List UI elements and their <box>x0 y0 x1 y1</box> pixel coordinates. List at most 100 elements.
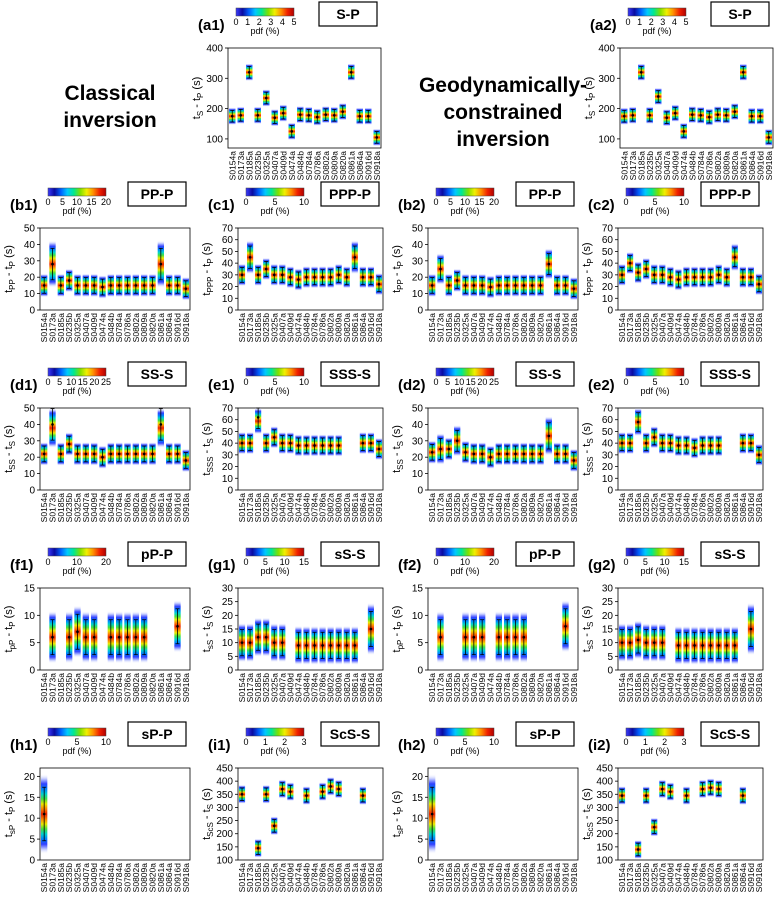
x-tick-label: S0407a <box>277 673 287 703</box>
x-tick-label: S0407a <box>270 151 280 181</box>
data-point <box>151 452 154 456</box>
x-tick-label: S0820a <box>536 863 546 893</box>
data-point <box>701 275 704 279</box>
data-point <box>644 441 648 445</box>
data-point <box>430 812 434 816</box>
x-tick-label: S0802a <box>706 493 716 523</box>
x-tick-label: S0325a <box>269 673 279 703</box>
x-tick-label: S0916d <box>561 493 571 523</box>
x-tick-label: S0864a <box>164 673 174 703</box>
colorbar-tick-label: 5 <box>60 197 65 207</box>
data-point <box>717 644 720 647</box>
data-point <box>42 284 46 287</box>
data-point <box>341 110 345 113</box>
phase-box <box>127 541 187 567</box>
x-tick-label: S0173a <box>625 673 635 703</box>
x-tick-label: S0809a <box>334 673 344 703</box>
data-point <box>717 444 720 447</box>
y-tick-label: 15 <box>412 584 424 595</box>
x-tick-label: S0918a <box>374 313 384 343</box>
x-tick-label: S0185a <box>253 673 263 703</box>
colorbar-tick-label: 2 <box>649 17 654 27</box>
data-point <box>313 644 316 647</box>
x-tick-label: S0786a <box>698 313 708 343</box>
data-point <box>117 635 121 639</box>
y-tick-label: 25 <box>602 597 614 608</box>
x-tick-label: S0918a <box>754 673 764 703</box>
data-point <box>305 644 308 647</box>
data-point <box>464 450 467 454</box>
x-tick-label: S0173a <box>628 151 638 181</box>
x-tick-label: S0861a <box>544 313 554 343</box>
data-point <box>439 267 442 271</box>
panel-h1: (h1) 0 5 10 pdf (%) sP-P 0 5 10 15 20 tsP - tP (s) S… <box>3 721 191 893</box>
y-tick-label: 10 <box>222 638 234 649</box>
x-tick-label: S0786a <box>123 313 133 343</box>
x-tick-label: S0235b <box>452 863 462 893</box>
data-point <box>480 635 484 639</box>
colorbar-label: pdf (%) <box>62 566 91 576</box>
x-tick-label: S0235b <box>64 863 74 893</box>
x-tick-label: S0802a <box>131 673 141 703</box>
phase-label: ScS-S <box>330 726 370 742</box>
data-point <box>480 452 484 456</box>
colorbar-tick-label: 10 <box>299 377 309 387</box>
phase-label: sP-P <box>529 726 560 742</box>
x-tick-label: S0409d <box>670 151 680 181</box>
data-point <box>332 113 336 117</box>
x-tick-label: S0185a <box>56 493 66 523</box>
data-point <box>514 452 517 456</box>
phase-label: SSS-S <box>709 366 751 382</box>
y-axis-label: tSSS - tS (s) <box>581 422 595 475</box>
x-tick-label: S0918a <box>569 863 579 893</box>
data-point <box>281 273 284 277</box>
colorbar-tick-label: 10 <box>679 197 689 207</box>
plot-frame <box>619 47 774 149</box>
y-tick-label: 40 <box>222 259 234 270</box>
colorbar-tick-label: 10 <box>460 557 470 567</box>
data-point <box>665 116 669 119</box>
colorbar-tick-label: 10 <box>72 557 82 567</box>
x-tick-label: S0235b <box>261 673 271 703</box>
data-point <box>248 255 252 259</box>
x-tick-label: S0784a <box>690 673 700 703</box>
data-point <box>345 275 349 279</box>
x-tick-label: S0786a <box>698 863 708 893</box>
phase-box <box>700 361 760 387</box>
data-point <box>677 278 680 281</box>
y-tick-label: 50 <box>222 247 234 258</box>
x-tick-label: S0784a <box>310 673 320 703</box>
x-tick-label: S0820a <box>536 493 546 523</box>
data-point <box>690 113 694 116</box>
panel-label: (b2) <box>398 197 426 214</box>
data-point <box>361 794 365 797</box>
x-tick-label: S0409d <box>89 313 99 343</box>
x-tick-label: S0786a <box>318 673 328 703</box>
data-point <box>240 273 244 277</box>
y-tick-label: 30 <box>412 256 424 267</box>
x-tick-label: S0916d <box>746 863 756 893</box>
data-point <box>693 644 696 647</box>
y-tick-label: 100 <box>216 856 233 867</box>
x-tick-label: S0484b <box>106 863 116 893</box>
plot-frame <box>617 407 764 491</box>
colorbar <box>435 187 495 197</box>
data-point <box>272 435 276 439</box>
x-tick-label: S0786a <box>318 313 328 343</box>
data-point <box>677 644 680 647</box>
data-point <box>264 635 268 639</box>
x-tick-label: S0407a <box>657 863 667 893</box>
x-tick-label: S0474a <box>98 863 108 893</box>
x-tick-label: S0809a <box>139 313 149 343</box>
data-point <box>709 275 712 279</box>
y-tick-label: 60 <box>222 235 234 246</box>
x-tick-label: S0918a <box>764 151 774 181</box>
x-tick-label: S0864a <box>552 863 562 893</box>
x-tick-label: S0173a <box>48 863 58 893</box>
y-tick-label: 15 <box>24 584 36 595</box>
data-point <box>733 110 737 113</box>
x-tick-label: S0918a <box>372 151 382 181</box>
y-axis-label: tsP - tP (s) <box>391 791 405 837</box>
